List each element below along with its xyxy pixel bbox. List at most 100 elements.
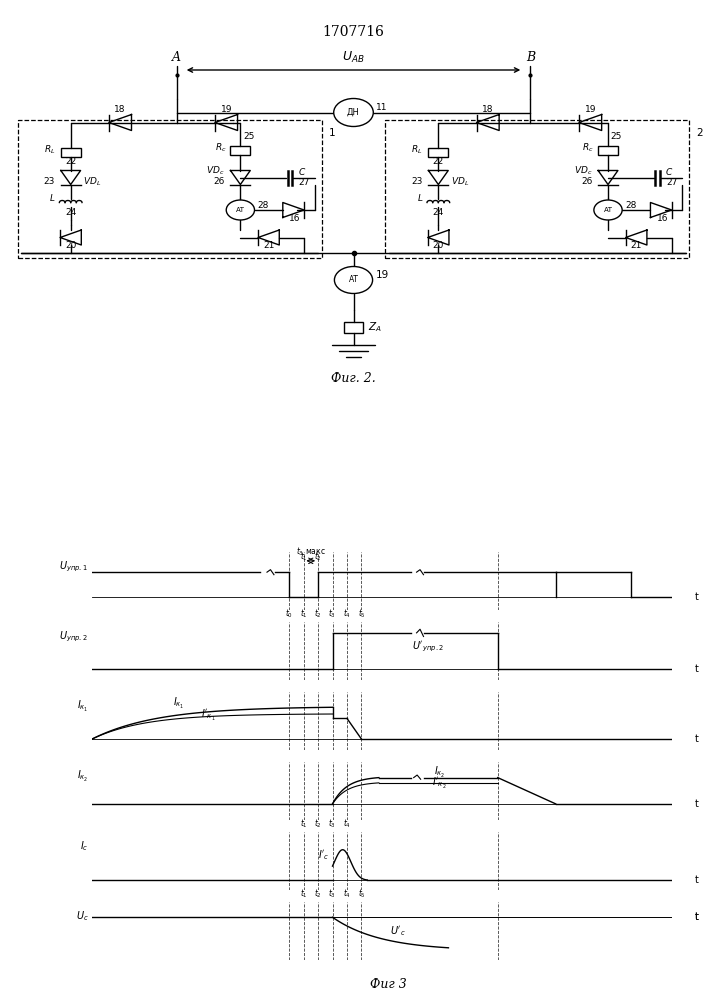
Text: $U_{упр.1}$: $U_{упр.1}$ [59,559,88,574]
Text: t: t [695,734,699,744]
Text: $t_2$: $t_2$ [314,550,322,563]
Text: 1: 1 [329,127,335,137]
Text: 25: 25 [243,132,255,141]
Text: АТ: АТ [236,207,245,213]
Text: $t_5$: $t_5$ [358,608,366,620]
Text: $U_c$: $U_c$ [76,910,88,923]
Bar [344,322,363,333]
Text: $t_0$: $t_0$ [285,608,293,620]
Text: t: t [695,799,699,809]
Bar [18,120,322,257]
Bar [61,148,81,157]
Text: 1707716: 1707716 [322,25,385,39]
Text: C: C [298,168,305,177]
Bar [598,145,618,154]
Text: $R_L$: $R_L$ [411,144,423,156]
Text: 23: 23 [411,176,423,186]
Text: 26: 26 [581,176,592,186]
Text: $t_1$: $t_1$ [300,817,308,830]
Text: 19: 19 [221,104,232,113]
Text: 21: 21 [263,241,274,250]
Text: $I_{к_1}$: $I_{к_1}$ [173,695,185,711]
Text: 16: 16 [289,214,300,223]
Text: $t_3$: $t_3$ [329,887,337,900]
Text: t: t [695,912,699,922]
Text: $U_{упр.2}$: $U_{упр.2}$ [59,629,88,644]
Text: 27: 27 [298,178,310,187]
Text: $t_4$: $t_4$ [343,817,351,830]
Text: 21: 21 [631,241,642,250]
Text: 20: 20 [65,241,76,250]
Text: B: B [526,51,534,64]
Text: C: C [666,168,672,177]
Text: $I_{к_2}$: $I_{к_2}$ [434,765,445,780]
Text: t: t [695,875,699,885]
Text: A: A [173,51,181,64]
Text: $I_c$: $I_c$ [80,840,88,853]
Text: $t_1$: $t_1$ [300,887,308,900]
Text: Фиг 3: Фиг 3 [370,978,407,991]
Text: 19: 19 [376,270,390,280]
Text: $U'_{упр.2}$: $U'_{упр.2}$ [412,640,444,654]
Text: $t_1$: $t_1$ [300,550,308,563]
Text: t: t [695,664,699,674]
Text: $\mathit{U_{АВ}}$: $\mathit{U_{АВ}}$ [342,50,365,65]
Circle shape [594,200,622,220]
Text: 22: 22 [65,156,76,165]
Text: t: t [695,912,699,922]
Text: L: L [418,194,423,203]
Text: $t_4$: $t_4$ [343,608,351,620]
Text: Фиг. 2.: Фиг. 2. [331,372,376,385]
Text: $I'_c$: $I'_c$ [318,848,329,862]
Text: $t_3$: $t_3$ [329,608,337,620]
Text: $t_2$: $t_2$ [314,608,322,620]
Text: $I_{к_2}$: $I_{к_2}$ [77,769,88,784]
Text: t: t [695,592,699,602]
Text: $t_2$: $t_2$ [314,887,322,900]
Text: $R_c$: $R_c$ [582,141,594,154]
Bar [230,145,250,154]
Text: $I_{к_1}$: $I_{к_1}$ [77,699,88,714]
Text: АТ: АТ [604,207,612,213]
Text: $t_2$: $t_2$ [314,817,322,830]
Text: $R_c$: $R_c$ [214,141,226,154]
Bar [385,120,689,257]
Text: $R_L$: $R_L$ [44,144,55,156]
Text: 19: 19 [585,104,596,113]
Text: $VD_c$: $VD_c$ [574,164,592,177]
Text: $t_3$ макс: $t_3$ макс [296,546,326,558]
Text: 26: 26 [214,176,225,186]
Text: L: L [50,194,55,203]
Circle shape [334,266,373,294]
Text: $U'_c$: $U'_c$ [390,924,407,938]
Text: $t_4$: $t_4$ [343,887,351,900]
Circle shape [226,200,255,220]
Text: 18: 18 [115,104,126,113]
Text: $t_3$: $t_3$ [329,817,337,830]
Text: $VD_c$: $VD_c$ [206,164,225,177]
Text: 27: 27 [666,178,677,187]
Text: 11: 11 [376,103,387,112]
Text: 24: 24 [433,208,444,217]
Circle shape [334,99,373,126]
Text: $I'_{к_1}$: $I'_{к_1}$ [201,708,215,723]
Text: ДН: ДН [347,108,360,117]
Text: 22: 22 [433,156,444,165]
Text: 23: 23 [44,176,55,186]
Bar [428,148,448,157]
Text: 25: 25 [611,132,622,141]
Text: 24: 24 [65,208,76,217]
Text: $Z_A$: $Z_A$ [368,321,382,334]
Text: 18: 18 [482,104,493,113]
Text: АТ: АТ [349,275,358,284]
Text: $I'_{к_2}$: $I'_{к_2}$ [433,776,447,791]
Text: $VD_L$: $VD_L$ [83,176,102,188]
Text: $t_5$: $t_5$ [358,887,366,900]
Text: 28: 28 [257,200,269,210]
Text: $VD_L$: $VD_L$ [451,176,469,188]
Text: 20: 20 [433,241,444,250]
Text: 16: 16 [657,214,668,223]
Text: $t_1$: $t_1$ [300,608,308,620]
Text: 2: 2 [696,127,703,137]
Text: 28: 28 [625,200,636,210]
